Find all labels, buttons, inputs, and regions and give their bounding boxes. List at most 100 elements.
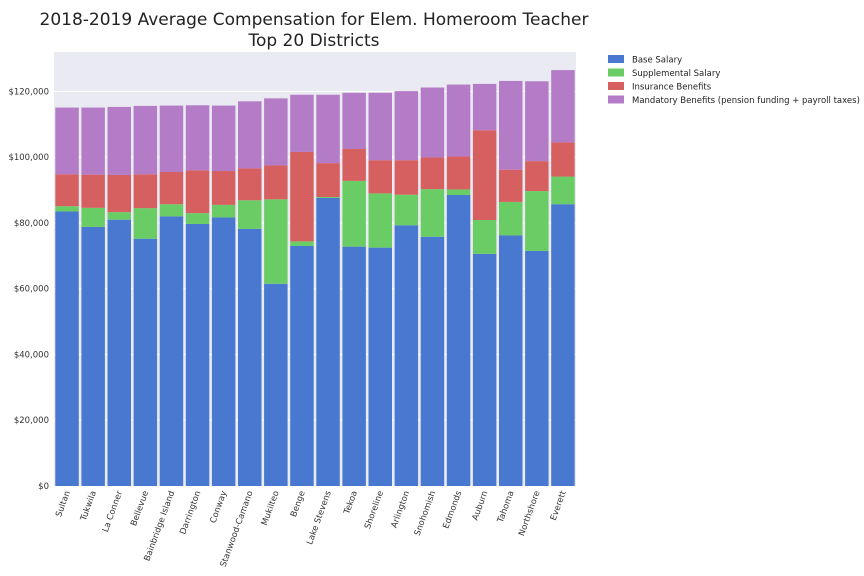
- plot-area: [54, 52, 576, 486]
- bar-segment: [238, 101, 262, 169]
- bar-segment: [238, 200, 262, 229]
- legend-label: Supplemental Salary: [632, 69, 720, 79]
- bar-segment: [316, 163, 340, 197]
- x-axis: Sultan Tukwila La Conner BellevueBainbridge…: [54, 489, 569, 569]
- bar-segment: [133, 174, 158, 209]
- bar-segment: [290, 241, 314, 246]
- bar-segment: [551, 70, 575, 143]
- bar-segment: [238, 168, 262, 201]
- legend-label: Mandatory Benefits (pension funding + pa…: [632, 96, 860, 106]
- bar-segment: [446, 189, 471, 196]
- bar-segment: [394, 194, 419, 226]
- bar-segment: [211, 217, 236, 486]
- bar-segment: [55, 174, 79, 207]
- bar-segment: [525, 191, 549, 251]
- bar-segment: [446, 195, 471, 487]
- bar-segment: [264, 199, 288, 284]
- bar-segment: [472, 130, 497, 221]
- y-tick-label: $120,000: [8, 87, 49, 97]
- bar-segment: [394, 91, 419, 161]
- legend: Base Salary Supplemental Salary Insurance …: [608, 55, 860, 106]
- bar-segment: [499, 235, 523, 486]
- bar-segment: [420, 189, 445, 237]
- bar-segment: [472, 253, 497, 486]
- bar-segment: [211, 105, 236, 172]
- bar-segment: [211, 204, 236, 218]
- bar-segment: [316, 94, 340, 164]
- bar-segment: [499, 201, 523, 236]
- bar-segment: [316, 197, 340, 486]
- bar-segment: [264, 98, 288, 166]
- x-tick-label: Conway: [209, 490, 230, 525]
- y-tick-label: $60,000: [14, 285, 49, 295]
- bar-segment: [81, 207, 105, 227]
- bar-segment: [107, 106, 131, 175]
- bar-segment: [472, 220, 497, 254]
- bar-segment: [368, 193, 392, 248]
- bar-segment: [420, 87, 445, 158]
- bar-segment: [342, 148, 366, 181]
- x-tick-label: Tukwila: [79, 490, 99, 524]
- bar-segment: [368, 247, 392, 486]
- bar-segment: [55, 206, 79, 212]
- x-tick-label: Bellevue: [129, 490, 151, 528]
- bar-segment: [368, 92, 392, 161]
- bar-segment: [81, 107, 105, 175]
- x-tick-label: Northshore: [517, 490, 543, 538]
- bar-segment: [55, 107, 79, 175]
- bar-segment: [551, 204, 575, 486]
- bar-segment: [211, 171, 236, 205]
- bar-segment: [525, 81, 549, 162]
- bar-segment: [316, 196, 340, 198]
- x-tick-label: Arlington: [390, 490, 413, 530]
- x-tick-label: Lake Stevens: [305, 489, 334, 546]
- legend-label: Base Salary: [632, 56, 682, 66]
- x-tick-label: Benge: [289, 490, 308, 519]
- y-tick-label: $0: [38, 482, 49, 492]
- y-tick-label: $100,000: [8, 153, 49, 163]
- bar-segment: [472, 83, 497, 131]
- bar-segment: [342, 92, 366, 149]
- chart-subtitle: Top 20 Districts: [247, 31, 379, 51]
- y-axis: $0 $20,000 $40,000 $60,000 $80,000 $100,000 $1…: [8, 87, 49, 492]
- bar-segment: [525, 250, 549, 486]
- bar-segment: [342, 180, 366, 247]
- bar-segment: [81, 174, 105, 208]
- bar-segment: [159, 105, 184, 173]
- y-tick-label: $80,000: [14, 219, 49, 229]
- bar-segment: [420, 236, 445, 486]
- bar-segment: [420, 157, 445, 190]
- y-tick-label: $40,000: [14, 350, 49, 360]
- bar-segment: [394, 160, 419, 195]
- bar-segment: [551, 142, 575, 177]
- chart-title: 2018-2019 Average Compensation for Elem.…: [40, 10, 589, 30]
- bar-segment: [107, 219, 131, 486]
- bar-segment: [133, 105, 158, 175]
- bar-segment: [185, 105, 210, 171]
- bar-segment: [185, 223, 210, 486]
- bar-segment: [446, 84, 471, 157]
- legend-label: Insurance Benefits: [632, 83, 712, 93]
- x-tick-label: Sultan: [54, 490, 73, 519]
- x-tick-label: Tahoma: [496, 490, 517, 525]
- bar-segment: [499, 169, 523, 202]
- x-tick-label: Snohomish: [413, 490, 438, 538]
- legend-swatch: [608, 68, 624, 77]
- x-tick-label: Shoreline: [363, 490, 386, 531]
- x-tick-label: Auburn: [471, 490, 491, 522]
- bar-segment: [133, 208, 158, 239]
- bar-segment: [551, 176, 575, 205]
- bar-segment: [394, 225, 419, 486]
- bar-segment: [290, 94, 314, 152]
- bar-segment: [368, 160, 392, 194]
- x-tick-label: Darrington: [178, 490, 203, 536]
- bar-segment: [133, 238, 158, 486]
- x-tick-label: Everett: [549, 489, 569, 522]
- bar-segment: [525, 161, 549, 192]
- x-tick-label: Tekoa: [342, 490, 360, 517]
- x-tick-label: La Conner: [101, 489, 125, 534]
- bar-segment: [238, 228, 262, 486]
- bar-segment: [107, 212, 131, 220]
- legend-swatch: [608, 82, 624, 90]
